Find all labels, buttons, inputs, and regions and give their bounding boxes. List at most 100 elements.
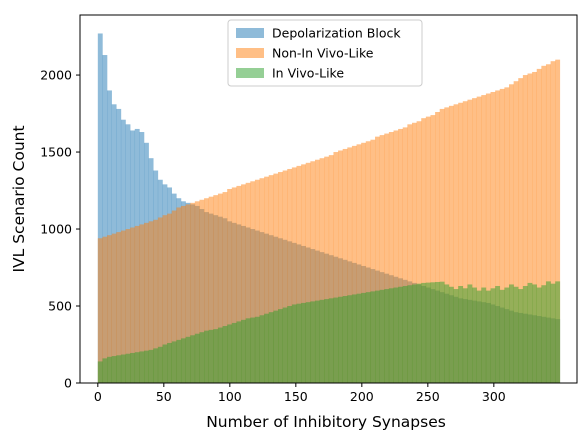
histogram-bar [398,286,404,383]
histogram-bar [162,215,168,383]
histogram-bar [144,222,149,383]
histogram-bar [504,287,510,383]
histogram-bar [347,295,353,383]
histogram-bar [222,192,228,383]
histogram-bar [213,195,219,383]
histogram-bar [208,196,214,383]
legend-label: Non-In Vivo-Like [272,46,374,61]
histogram-bar [555,59,561,384]
y-tick-label: 2000 [40,68,72,83]
histogram-bar [97,361,103,383]
histogram-bar [97,238,103,383]
histogram-bar [338,296,343,383]
legend-label: Depolarization Block [272,26,401,41]
histogram-bar [171,341,177,383]
histogram-bar [379,289,385,383]
histogram-bar [231,322,237,383]
histogram-bar [227,324,233,383]
histogram-bar [139,224,145,383]
histogram-bar [278,172,283,383]
histogram-bar [185,204,191,383]
histogram-bar [384,289,390,383]
histogram-bar [259,315,265,383]
series-1 [97,59,561,384]
histogram-bar [250,181,256,383]
histogram-bar [347,147,353,383]
y-axis-title: IVL Scenario Count [10,125,28,272]
histogram-bar [338,150,343,383]
histogram-bar [458,102,464,384]
histogram-bar [490,91,496,383]
histogram-bar [268,175,274,383]
histogram-bar [245,182,251,383]
axes-layer: 0 50 100 150 200 250 300 0 500 1000 1500 2000 [40,14,578,404]
histogram-bar [550,61,556,383]
histogram-bar [388,132,394,383]
histogram-bar [485,290,491,383]
histogram-bar [333,152,339,383]
histogram-bar [250,317,256,383]
histogram-bar [370,291,376,383]
histogram-bar [273,310,279,383]
histogram-bar [435,112,440,383]
histogram-bar [384,133,390,383]
histogram-bar [278,309,283,383]
histogram-bar [305,162,311,383]
histogram-bar [361,142,367,383]
legend: Depolarization Block Non-In Vivo-Like In V… [227,19,423,87]
histogram-bar [291,167,297,383]
histogram-bar [532,71,537,384]
histogram-bar [398,128,404,383]
histogram-bar [509,284,514,383]
histogram-bar [282,307,288,383]
histogram-bar [194,201,200,383]
histogram-bar [541,285,547,383]
histogram-bar [254,179,260,383]
histogram-bar [504,87,510,384]
histogram-bar [190,202,196,383]
histogram-bar [153,348,159,383]
x-tick-label: 150 [284,389,308,404]
histogram-bar [328,298,334,383]
histogram-bar [185,336,191,383]
histogram-bar [130,227,136,383]
histogram-bar [222,326,228,383]
histogram-bar [365,292,371,383]
legend-swatch [236,28,264,38]
histogram-bar [217,327,223,383]
histogram-bar [509,84,514,384]
histogram-bar [134,352,140,383]
histogram-bar [153,219,159,383]
y-tick-label: 1500 [40,145,72,160]
histogram-bar [467,284,473,383]
histogram-bar [448,286,454,383]
histogram-bar [393,130,399,383]
histogram-bar [287,168,293,383]
histogram-bar [245,318,251,383]
histogram-bar [324,156,330,383]
histogram-bar [435,281,440,383]
histogram-bar [513,286,519,383]
x-tick-label: 300 [482,389,506,404]
histogram-bar [301,302,306,383]
histogram-bar [125,353,131,383]
histogram-bar [472,287,477,383]
histogram-bar [120,230,126,383]
histogram-bar [254,316,260,383]
legend-box [227,19,423,87]
histogram-bar [425,116,431,384]
histogram-bar [319,299,325,383]
histogram-bar [481,95,487,383]
histogram-bar [430,282,436,383]
histogram-bar [407,285,413,383]
histogram-bar [328,155,334,383]
histogram-bar [180,338,186,383]
histogram-bar [342,296,348,383]
histogram-bar [495,90,501,384]
histogram-bar [462,101,468,383]
histogram-bar [167,213,172,383]
histogram-bar [416,283,422,383]
histogram-bar [472,98,477,383]
histogram-bar [116,355,122,383]
